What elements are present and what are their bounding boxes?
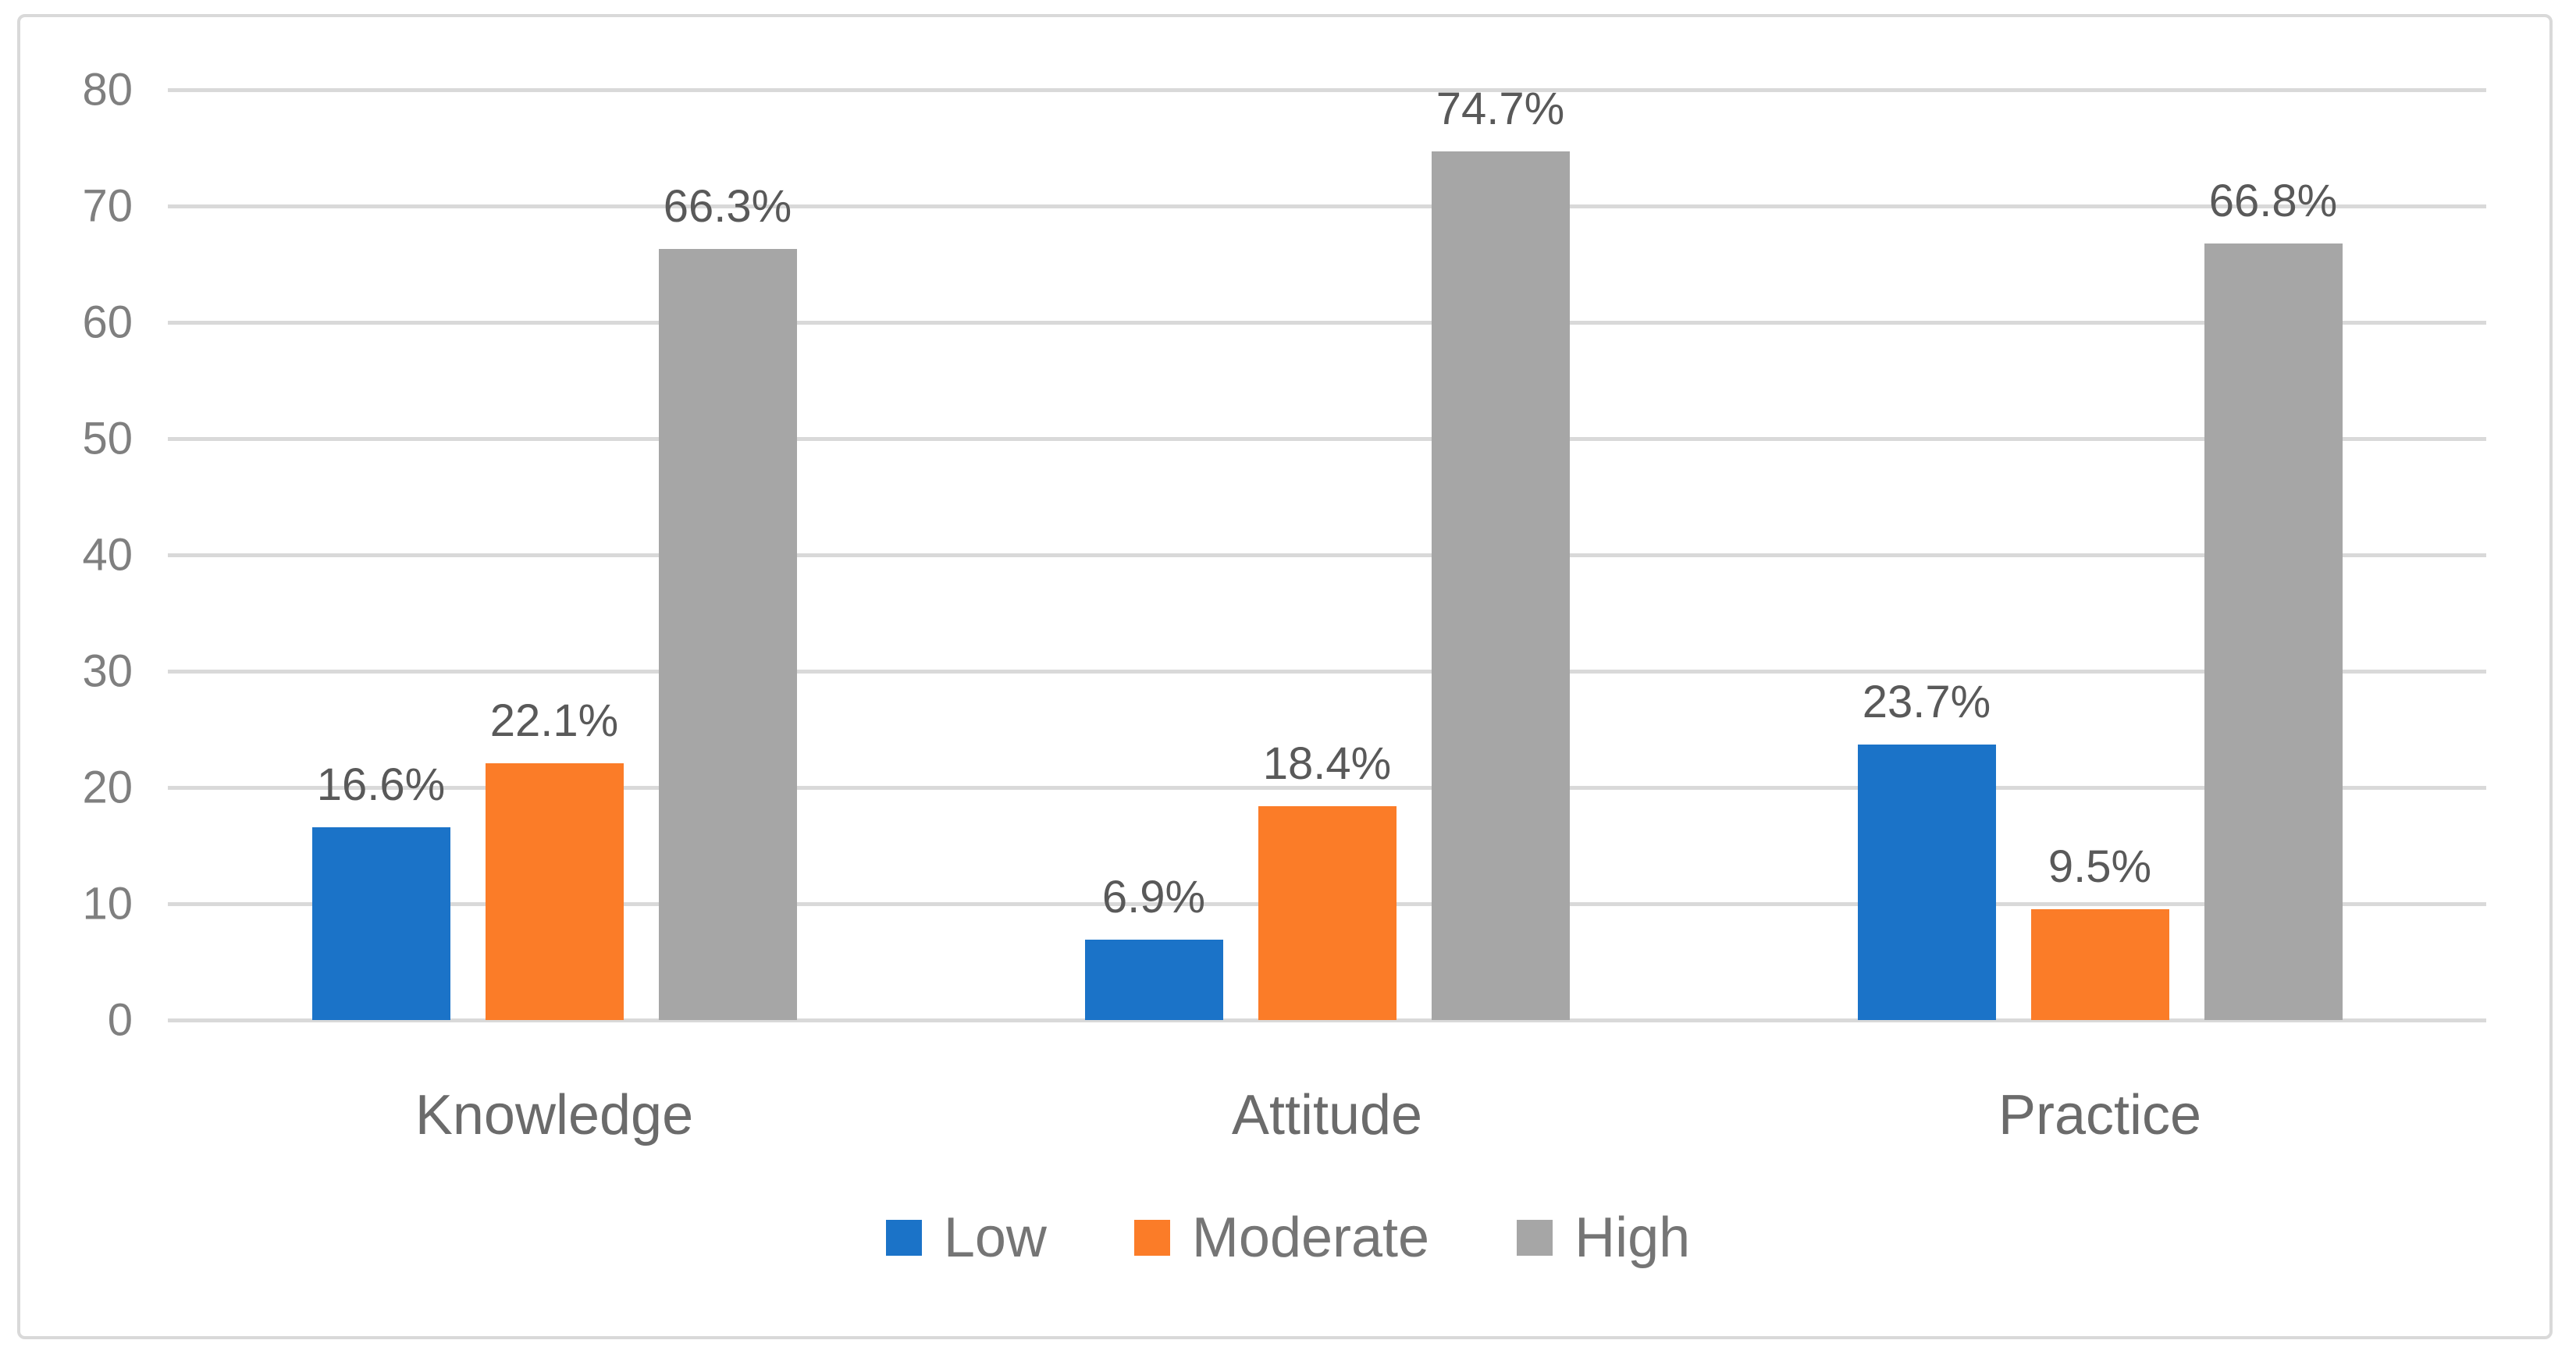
y-tick-label: 40 — [82, 529, 133, 581]
gridline — [168, 670, 2486, 674]
bar-high-attitude — [1431, 151, 1570, 1020]
gridline — [168, 786, 2486, 790]
legend-swatch-high — [1517, 1220, 1553, 1256]
data-label: 22.1% — [489, 695, 619, 746]
data-label: 66.3% — [663, 181, 792, 233]
bar-moderate-practice — [2030, 909, 2169, 1020]
bar-moderate-attitude — [1258, 805, 1397, 1020]
y-tick-label: 30 — [82, 645, 133, 697]
data-label: 23.7% — [1862, 676, 1991, 727]
y-tick-label: 80 — [82, 64, 133, 116]
bar-low-knowledge — [311, 826, 450, 1020]
y-tick-label: 20 — [82, 762, 133, 813]
category-label-practice: Practice — [1998, 1084, 2202, 1146]
data-label: 16.6% — [316, 759, 446, 810]
legend-label: High — [1574, 1207, 1691, 1269]
legend-swatch-moderate — [1133, 1220, 1170, 1256]
bar-low-attitude — [1084, 940, 1223, 1020]
y-tick-label: 50 — [82, 413, 133, 464]
category-label-attitude: Attitude — [1231, 1084, 1423, 1146]
data-label: 66.8% — [2208, 175, 2338, 226]
y-tick-label: 0 — [107, 994, 133, 1046]
data-label: 74.7% — [1436, 83, 1565, 134]
legend-swatch-low — [885, 1220, 922, 1256]
legend: Low Moderate High — [0, 1206, 2576, 1270]
data-label: 18.4% — [1262, 738, 1392, 789]
gridline — [168, 88, 2486, 92]
legend-item-low: Low — [885, 1206, 1047, 1270]
y-tick-label: 70 — [82, 180, 133, 232]
legend-item-moderate: Moderate — [1133, 1206, 1430, 1270]
gridline — [168, 321, 2486, 325]
bar-high-knowledge — [658, 249, 797, 1020]
gridline — [168, 437, 2486, 441]
bar-high-practice — [2204, 243, 2343, 1020]
chart-border — [17, 14, 2553, 1339]
bar-moderate-knowledge — [485, 762, 624, 1020]
gridline — [168, 204, 2486, 208]
x-axis-line — [168, 1018, 2486, 1022]
legend-label: Moderate — [1191, 1207, 1430, 1269]
data-label: 6.9% — [1101, 872, 1206, 923]
y-tick-label: 60 — [82, 297, 133, 348]
category-label-knowledge: Knowledge — [415, 1084, 694, 1146]
legend-item-high: High — [1517, 1206, 1690, 1270]
gridline — [168, 553, 2486, 557]
data-label: 9.5% — [2048, 841, 2152, 893]
bar-low-practice — [1857, 744, 1996, 1020]
legend-label: Low — [943, 1207, 1047, 1269]
y-tick-label: 10 — [82, 878, 133, 930]
